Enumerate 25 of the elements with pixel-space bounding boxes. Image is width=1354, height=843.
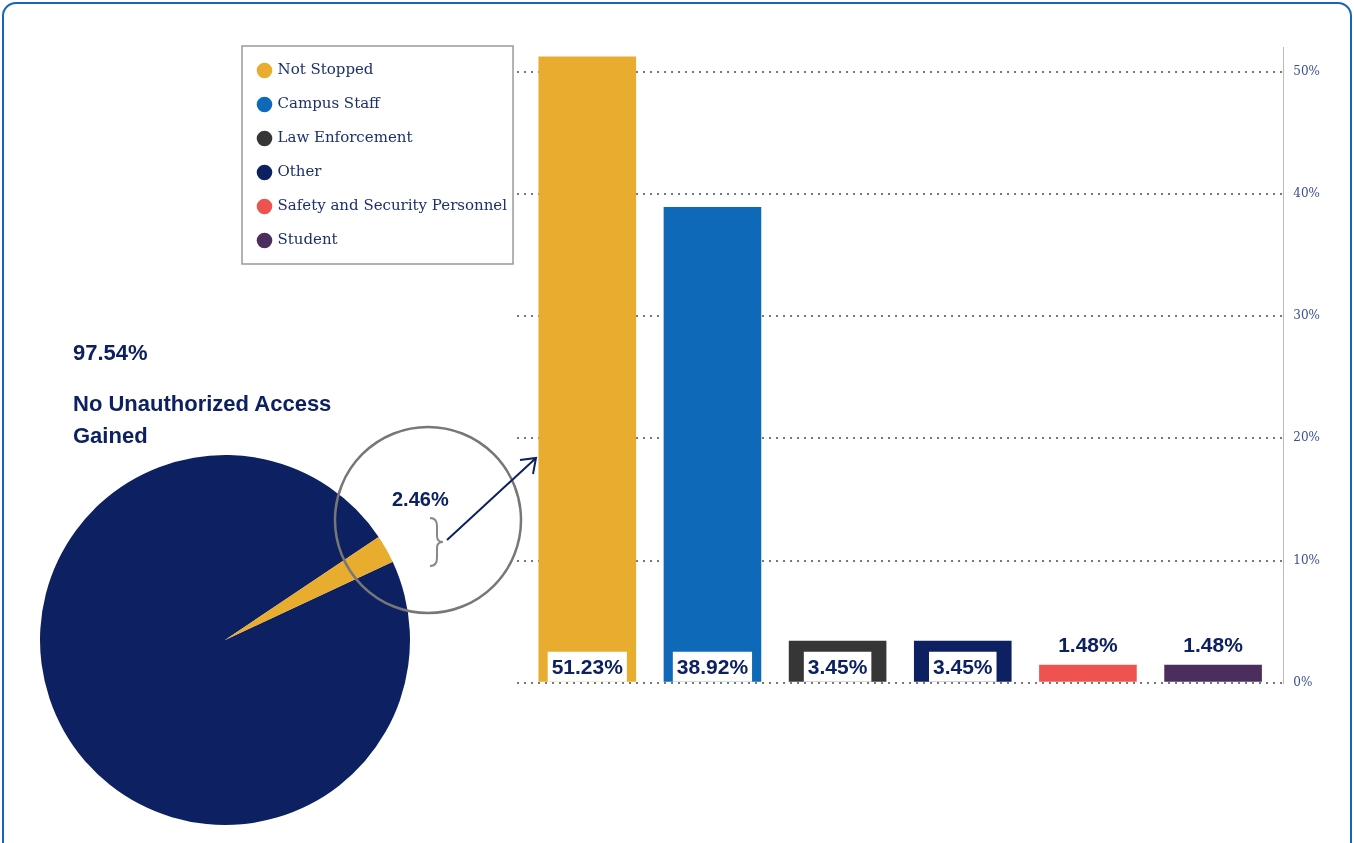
legend-label: Student <box>277 230 338 249</box>
y-tick-label: 40% <box>1293 186 1320 200</box>
data-label: 1.48% <box>1058 633 1119 657</box>
data-label: 3.45% <box>932 655 993 679</box>
data-label: 51.23% <box>551 655 624 679</box>
y-tick-label: 50% <box>1293 63 1320 78</box>
legend-label: Law Enforcement <box>277 128 413 147</box>
data-label: 3.45% <box>807 655 868 679</box>
legend-label: Other <box>277 162 323 181</box>
legend-label: Campus Staff <box>277 94 382 113</box>
data-label: 97.54% <box>73 340 149 366</box>
y-tick-label: 20% <box>1293 430 1320 445</box>
data-label: 2.46% <box>392 488 449 511</box>
bar <box>1164 664 1262 682</box>
y-tick-label: 0% <box>1293 674 1313 689</box>
slice-label: No Unauthorized Access Gained <box>73 390 333 450</box>
legend-label: Not Stopped <box>277 60 374 79</box>
legend-label: Safety and Security Personnel <box>277 196 508 215</box>
y-tick-label: 30% <box>1293 308 1320 323</box>
data-label: 1.48% <box>1183 633 1244 657</box>
bar <box>538 56 637 682</box>
bar <box>1039 664 1137 682</box>
data-label: 38.92% <box>676 655 749 679</box>
y-tick-label: 10% <box>1293 552 1320 567</box>
bar <box>663 207 762 682</box>
